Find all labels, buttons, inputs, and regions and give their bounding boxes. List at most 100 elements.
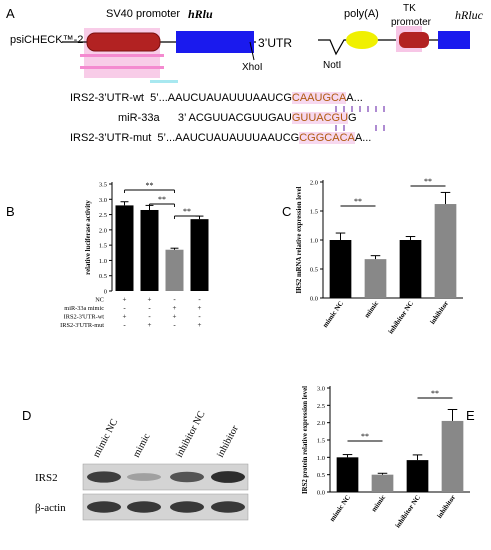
- hrluc-label: hRluc: [455, 8, 483, 22]
- bar: [336, 457, 359, 492]
- noti-label: NotI: [323, 60, 342, 71]
- bar: [441, 420, 464, 492]
- sv40-label: SV40 promoter: [106, 8, 180, 20]
- luciferase-chart: 0 0.5 1.0 1.5 2.0 2.5 3.0 3.5 relative luciferas…: [60, 181, 209, 329]
- y-tick-label: 0.0: [317, 490, 325, 497]
- condition-sign: -: [148, 304, 151, 312]
- bar: [406, 460, 429, 492]
- condition-row-label: IRS2-3'UTR-wt: [64, 314, 105, 321]
- blot-band: [211, 501, 245, 513]
- seq-prefix: 3’ ACGUUACGUUGAU: [177, 112, 292, 124]
- xhoi-pointer: [249, 41, 255, 61]
- condition-sign: +: [148, 296, 152, 304]
- condition-sign: +: [173, 313, 177, 321]
- significance-label: **: [146, 181, 154, 190]
- condition-sign: -: [148, 313, 151, 321]
- y-tick-label: 3.0: [317, 386, 325, 393]
- y-tick-label: 3.0: [99, 197, 107, 204]
- blot-band: [211, 471, 245, 483]
- condition-sign: +: [173, 304, 177, 312]
- polya-label: poly(A): [344, 8, 379, 20]
- bar: [165, 249, 184, 291]
- condition-sign: +: [123, 296, 127, 304]
- hrluc-gene-box: [438, 31, 470, 49]
- y-axis-label: IRS2 protein relative expression level: [302, 386, 309, 494]
- y-tick-label: 2.0: [317, 420, 325, 427]
- condition-sign: -: [123, 304, 126, 312]
- bar: [434, 204, 457, 298]
- x-tick-label: inhibitor: [428, 300, 450, 326]
- lane-label: inhibitor: [215, 423, 241, 459]
- lane-label: mimic: [131, 431, 153, 459]
- blot-band: [170, 471, 204, 483]
- significance-label: **: [424, 177, 432, 186]
- y-tick-label: 2.5: [317, 403, 325, 410]
- sv40-promoter-box: [86, 32, 161, 52]
- construct-diagram: [62, 26, 470, 83]
- tk-promoter-label: promoter: [391, 17, 432, 28]
- highlight-stripe: [80, 66, 164, 69]
- bar: [190, 219, 209, 291]
- blot-row-label: β-actin: [35, 502, 66, 514]
- y-tick-label: 1.5: [99, 243, 107, 250]
- backbone-line-right: [318, 39, 470, 56]
- highlight-stripe: [150, 80, 178, 83]
- blot-band: [87, 501, 121, 513]
- seq-seed: CGGCACA: [299, 132, 355, 144]
- seq-row-mut: IRS2-3’UTR-mut 5’...AAUCUAUAUUUAAUCGCGGC…: [70, 132, 371, 144]
- condition-sign: +: [198, 321, 202, 329]
- y-tick-label: 1.0: [99, 258, 107, 265]
- y-tick-label: 1.0: [317, 455, 325, 462]
- highlight-stripe: [80, 54, 164, 57]
- condition-sign: -: [198, 313, 201, 321]
- bar: [364, 259, 387, 298]
- protein-chart: 0.0 0.5 1.0 1.5 2.0 2.5 3.0 IRS2 protein relati…: [302, 386, 470, 529]
- bar: [399, 240, 422, 298]
- condition-sign: +: [148, 321, 152, 329]
- y-axis-label: relative luciferase activity: [85, 200, 92, 275]
- x-tick-label: mimic NC: [321, 300, 345, 330]
- seq-row-mir: miR-33a 3’ ACGUUACGUUGAUGUUACGUG: [118, 112, 357, 124]
- panel-a-label: A: [6, 6, 15, 21]
- seq-suffix: G: [348, 112, 357, 124]
- significance-label: **: [158, 195, 166, 204]
- y-tick-label: 0.5: [99, 273, 107, 280]
- y-tick-label: 0.5: [310, 267, 318, 274]
- seq-name: IRS2-3’UTR-mut: [70, 132, 152, 144]
- y-tick-label: 1.5: [317, 438, 325, 445]
- panel-c-label: C: [282, 204, 292, 219]
- panel-e-label: E: [466, 408, 475, 423]
- seq-prefix: 5’...AAUCUAUAUUUAAUCG: [150, 92, 292, 104]
- bar: [115, 205, 134, 291]
- condition-sign: +: [198, 304, 202, 312]
- y-tick-label: 3.5: [99, 182, 107, 189]
- bar: [140, 209, 159, 291]
- x-tick-label: mimic: [363, 300, 380, 320]
- panel-b-label: B: [6, 204, 15, 219]
- y-tick-label: 0.5: [317, 472, 325, 479]
- condition-sign: -: [173, 321, 176, 329]
- plasmid-name: psiCHECK™-2: [10, 34, 84, 46]
- significance-label: **: [183, 207, 191, 216]
- x-tick-label: mimic NC: [328, 494, 352, 524]
- panel-d-label: D: [22, 408, 32, 423]
- x-tick-label: mimic: [370, 494, 387, 514]
- utr-label: 3’UTR: [258, 36, 293, 50]
- blot-band: [170, 501, 204, 513]
- polya-ellipse: [346, 31, 378, 49]
- condition-sign: -: [198, 296, 201, 304]
- blot-row-label: IRS2: [35, 472, 58, 484]
- blot-band: [127, 501, 161, 513]
- tk-promoter-box: [399, 32, 429, 48]
- bar: [371, 474, 394, 492]
- significance-label: **: [361, 432, 369, 441]
- seq-prefix: 5’...AAUCUAUAUUUAAUCG: [157, 132, 300, 144]
- bar: [329, 240, 352, 298]
- y-tick-label: 2.0: [310, 180, 318, 187]
- mrna-chart: 0.0 0.5 1.0 1.5 2.0 IRS2 mRNA relative expres…: [296, 177, 463, 335]
- condition-sign: -: [123, 321, 126, 329]
- seq-seed: GUUACGU: [291, 112, 349, 124]
- western-blot: mimic NC mimic inhibitor NC inhibitor IRS2 β-…: [35, 409, 249, 521]
- y-tick-label: 1.5: [310, 209, 318, 216]
- y-axis-label: IRS2 mRNA relative expression level: [296, 186, 303, 293]
